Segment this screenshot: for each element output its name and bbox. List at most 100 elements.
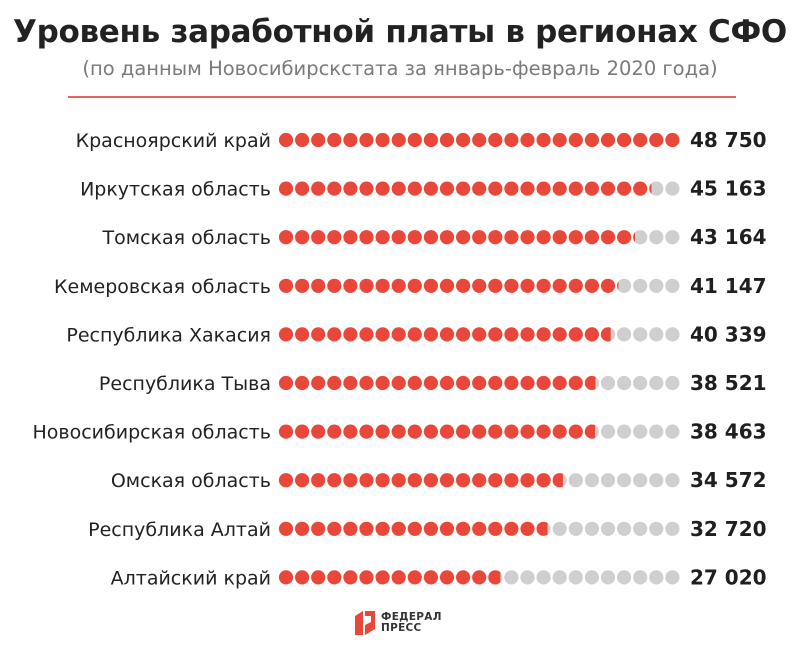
dot-filled [472,375,487,391]
dot-filled [311,473,326,488]
dot-filled [343,278,358,293]
dot-filled [327,327,342,342]
dot-filled [391,375,406,391]
dot-filled [568,278,583,293]
dot-partial [584,375,600,391]
dot-filled [439,424,455,439]
dot-filled [504,230,519,245]
dot-empty [665,327,680,342]
dot-filled [568,132,583,148]
dot-filled [311,132,326,148]
dot-filled [327,181,342,196]
dot-empty [617,521,632,536]
dot-empty [649,424,664,439]
dot-filled [504,327,519,342]
dot-empty [665,230,680,245]
dot-filled [472,181,487,196]
chart-row: Алтайский край 27 020 [111,565,767,589]
dot-empty [584,473,600,488]
dot-filled [278,230,294,245]
dot-filled [617,181,632,196]
chart-row: Томская область 43 164 [102,225,767,249]
dot-filled [343,424,358,439]
federal-press-logo: ФЕДЕРАЛ ПРЕСС [352,608,442,638]
dot-partial [552,473,567,488]
dot-filled [456,473,471,488]
dot-filled [391,132,406,148]
category-label: Республика Тыва [99,373,271,395]
dot-empty [617,424,632,439]
dot-filled [488,181,503,196]
dot-filled [311,424,326,439]
dot-filled [359,278,374,293]
dot-empty [600,570,616,585]
dot-filled [327,570,342,585]
dot-empty [617,327,632,342]
dot-filled [600,230,616,245]
dot-filled [584,278,600,293]
dot-empty [649,230,664,245]
dot-filled [439,521,455,536]
dot-filled [472,327,487,342]
dot-filled [407,521,422,536]
dot-empty [649,327,664,342]
dot-filled [327,521,342,536]
dot-filled [423,570,438,585]
dot-empty [536,570,551,585]
dot-filled [343,132,358,148]
dot-empty [552,521,567,536]
dot-filled [359,521,374,536]
dot-filled [504,424,519,439]
dot-filled [423,278,438,293]
category-label: Кемеровская область [54,276,271,298]
dot-filled [278,473,294,488]
dot-filled [327,230,342,245]
dot-filled [423,473,438,488]
dot-filled [295,375,310,391]
dot-partial [488,570,503,585]
dot-filled [375,327,390,342]
dot-filled [327,375,342,391]
dot-filled [552,181,567,196]
dot-filled [552,132,567,148]
dot-filled [375,424,390,439]
category-label: Республика Хакасия [66,324,271,346]
dot-filled [295,181,310,196]
dot-filled [536,230,551,245]
dot-filled [584,327,600,342]
dot-filled [552,424,567,439]
dot-filled [488,327,503,342]
dot-empty [649,521,664,536]
dot-filled [327,132,342,148]
dot-filled [488,375,503,391]
dot-filled [520,521,535,536]
chart-row: Красноярский край 48 750 [76,128,767,152]
dot-filled [472,570,487,585]
dot-filled [600,278,616,293]
dot-filled [520,473,535,488]
dot-filled [311,278,326,293]
dot-filled [295,132,310,148]
dot-empty [649,278,664,293]
dot-filled [456,181,471,196]
dot-filled [456,375,471,391]
dot-filled [407,278,422,293]
dot-filled [520,132,535,148]
dot-filled [472,278,487,293]
dot-filled [456,424,471,439]
dot-empty [665,181,680,196]
dot-filled [504,278,519,293]
dot-empty [633,375,648,391]
dot-filled [375,521,390,536]
dot-filled [439,230,455,245]
title-divider [68,96,736,98]
dot-partial [600,327,616,342]
dot-filled [568,327,583,342]
value-label: 43 164 [690,225,767,249]
dot-filled [439,570,455,585]
dot-empty [520,570,535,585]
dot-filled [504,375,519,391]
dot-filled [568,230,583,245]
dot-filled [295,521,310,536]
dot-filled [423,375,438,391]
